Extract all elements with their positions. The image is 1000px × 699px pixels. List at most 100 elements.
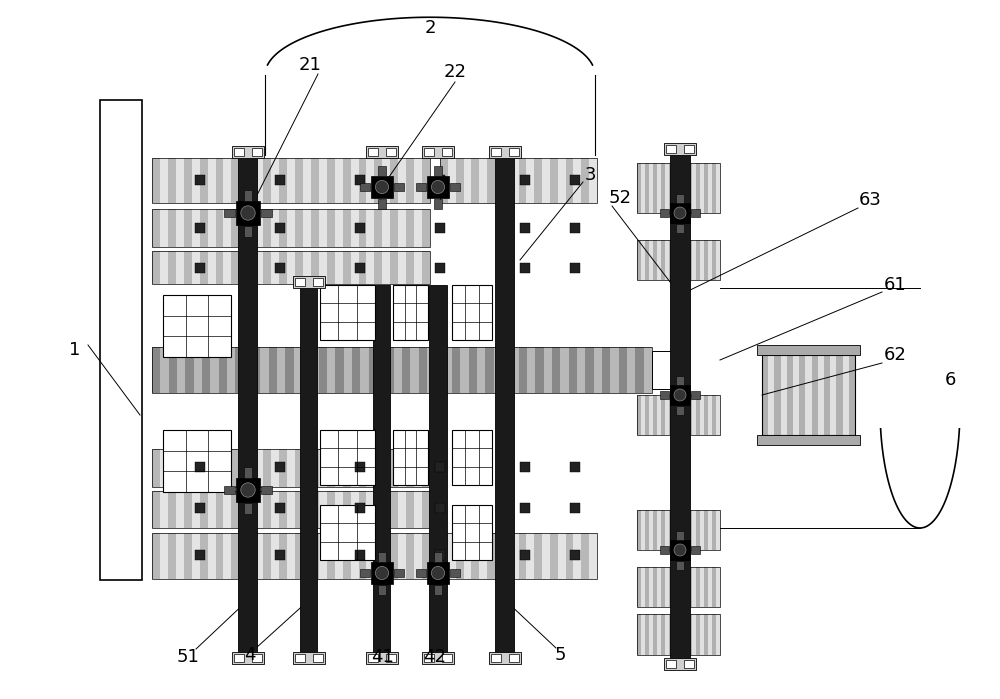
Bar [168, 533, 176, 579]
Bar [637, 567, 677, 607]
Bar [343, 209, 351, 247]
Bar [234, 654, 244, 662]
Bar [836, 355, 843, 435]
Bar [442, 148, 452, 156]
Bar [653, 510, 657, 550]
Bar [366, 146, 398, 158]
Bar [534, 158, 542, 203]
Bar [152, 251, 430, 284]
Bar [684, 660, 694, 668]
Bar [680, 567, 720, 607]
Bar [263, 533, 271, 579]
Bar [696, 395, 700, 435]
Bar [279, 209, 287, 247]
Bar [637, 510, 677, 550]
Bar [676, 406, 684, 415]
Bar [440, 533, 597, 579]
Bar [688, 395, 692, 435]
Bar [503, 533, 511, 579]
Bar [566, 533, 573, 579]
Bar [374, 533, 382, 579]
Bar [235, 347, 244, 393]
Bar [637, 240, 677, 280]
Bar [247, 209, 255, 247]
Bar [452, 430, 492, 485]
Bar [244, 503, 252, 514]
Bar [406, 449, 414, 487]
Bar [442, 654, 452, 662]
Bar [216, 209, 223, 247]
Bar [489, 146, 521, 158]
Bar [495, 155, 514, 655]
Bar [452, 347, 460, 393]
Bar [355, 503, 365, 513]
Bar [200, 251, 208, 284]
Bar [696, 510, 700, 550]
Bar [185, 347, 194, 393]
Bar [231, 491, 239, 528]
Bar [712, 395, 716, 435]
Bar [416, 569, 426, 577]
Bar [335, 347, 344, 393]
Bar [637, 567, 677, 607]
Bar [327, 533, 335, 579]
Bar [184, 491, 192, 528]
Bar [231, 158, 239, 203]
Bar [691, 391, 700, 399]
Bar [236, 478, 260, 502]
Bar [152, 533, 430, 579]
Bar [680, 240, 684, 280]
Bar [360, 569, 370, 577]
Bar [653, 163, 657, 213]
Bar [645, 163, 649, 213]
Bar [263, 158, 271, 203]
Bar [653, 614, 657, 655]
Bar [232, 652, 264, 664]
Bar [684, 145, 694, 153]
Bar [637, 163, 641, 213]
Bar [374, 449, 382, 487]
Circle shape [375, 566, 389, 579]
Bar [680, 510, 720, 550]
Bar [422, 146, 454, 158]
Bar [359, 251, 366, 284]
Bar [152, 347, 652, 393]
Bar [295, 491, 303, 528]
Bar [163, 295, 231, 357]
Bar [327, 449, 335, 487]
Bar [422, 209, 430, 247]
Bar [680, 395, 720, 435]
Bar [680, 163, 684, 213]
Bar [812, 355, 818, 435]
Bar [252, 654, 262, 662]
Bar [680, 510, 684, 550]
Bar [491, 654, 501, 662]
Bar [295, 654, 305, 662]
Text: 6: 6 [944, 371, 956, 389]
Bar [704, 163, 708, 213]
Bar [435, 550, 445, 560]
Bar [456, 158, 464, 203]
Bar [355, 223, 365, 233]
Bar [263, 251, 271, 284]
Bar [406, 158, 414, 203]
Bar [680, 614, 720, 655]
Bar [666, 660, 676, 668]
Text: 5: 5 [554, 646, 566, 664]
Bar [393, 430, 428, 485]
Bar [373, 285, 390, 655]
Bar [450, 183, 460, 191]
Bar [311, 209, 319, 247]
Bar [696, 567, 700, 607]
Bar [385, 347, 394, 393]
Bar [680, 163, 720, 213]
Bar [645, 567, 649, 607]
Bar [670, 385, 690, 405]
Bar [570, 503, 580, 513]
Bar [295, 158, 303, 203]
Bar [552, 347, 560, 393]
Circle shape [674, 389, 686, 401]
Bar [664, 143, 696, 155]
Bar [371, 176, 393, 198]
Bar [244, 467, 252, 478]
